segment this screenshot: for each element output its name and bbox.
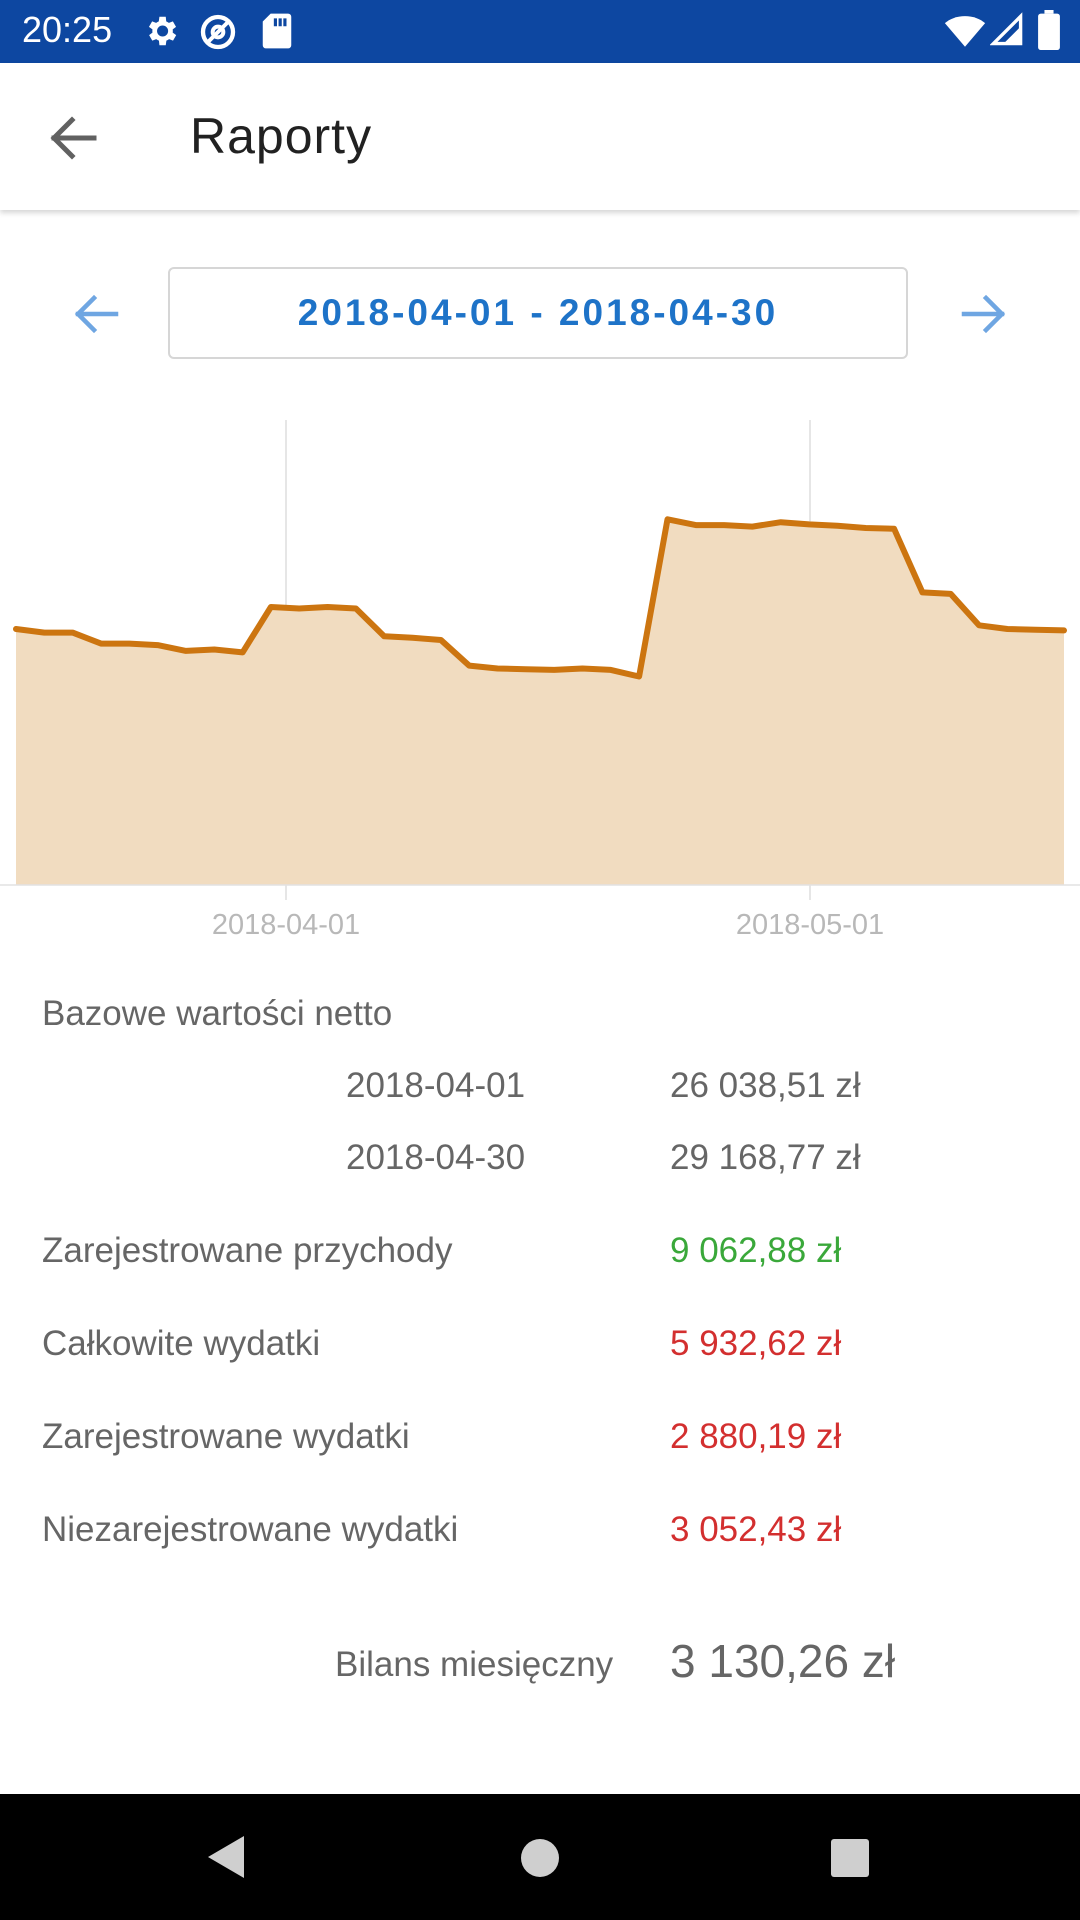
x-tick-label: 2018-04-01 [212, 909, 360, 941]
chart-line [13, 516, 1067, 680]
base-values-heading: Bazowe wartości netto [42, 994, 393, 1033]
income-label: Zarejestrowane przychody [42, 1231, 453, 1270]
nav-recents-icon[interactable] [830, 1838, 870, 1878]
battery-icon [1038, 10, 1060, 50]
status-bar: 20:25 [0, 0, 1080, 63]
net-worth-chart: 2018-04-01 2018-05-01 [0, 420, 1080, 941]
balance-label: Bilans miesięczny [335, 1645, 614, 1684]
unregistered-expenses-label: Niezarejestrowane wydatki [42, 1510, 459, 1549]
signal-icon [990, 12, 1023, 46]
arrow-back-icon[interactable] [36, 103, 112, 173]
income-value: 9 062,88 zł [670, 1231, 842, 1270]
base-date-start: 2018-04-01 [346, 1066, 526, 1105]
base-date-end: 2018-04-30 [346, 1138, 526, 1177]
nav-back-icon[interactable] [204, 1832, 248, 1882]
date-range-label: 2018-04-01 - 2018-04-30 [297, 292, 779, 333]
x-tick-label: 2018-05-01 [736, 909, 884, 941]
system-nav-bar [0, 1794, 1080, 1920]
registered-expenses-label: Zarejestrowane wydatki [42, 1417, 410, 1456]
arrow-right-icon[interactable] [954, 284, 1014, 344]
unregistered-expenses-value: 3 052,43 zł [670, 1510, 842, 1549]
base-value-start: 26 038,51 zł [670, 1066, 861, 1105]
at-sign-icon [200, 14, 236, 50]
total-expenses-value: 5 932,62 zł [670, 1324, 842, 1363]
base-value-end: 29 168,77 zł [670, 1138, 861, 1177]
nav-home-icon[interactable] [518, 1836, 562, 1880]
app-bar: Raporty [0, 63, 1080, 210]
chart-area [16, 519, 1064, 885]
arrow-left-icon[interactable] [66, 284, 126, 344]
date-range-button[interactable]: 2018-04-01 - 2018-04-30 [168, 267, 908, 359]
page-title: Raporty [190, 108, 373, 164]
sd-card-icon [262, 13, 292, 49]
total-expenses-label: Całkowite wydatki [42, 1324, 321, 1363]
wifi-icon [944, 16, 986, 47]
registered-expenses-value: 2 880,19 zł [670, 1417, 842, 1456]
balance-value: 3 130,26 zł [670, 1635, 896, 1687]
gear-icon [148, 16, 177, 46]
status-time: 20:25 [22, 9, 113, 50]
